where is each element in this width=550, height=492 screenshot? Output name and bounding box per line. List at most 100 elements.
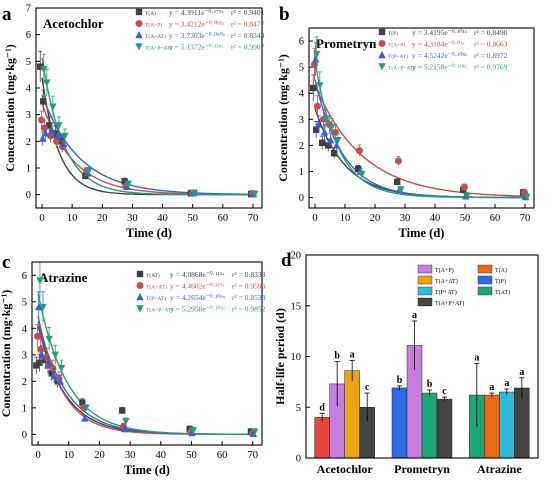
data-point-T(A)	[37, 63, 44, 70]
bar-T(A)	[314, 417, 330, 459]
plot-frame	[305, 254, 539, 459]
data-point-T(A+P+AT)	[82, 404, 90, 412]
legend-marker	[136, 305, 144, 313]
data-point-T(P+AT)	[311, 55, 320, 63]
y-tick-label: 7	[26, 4, 31, 15]
data-point-T(P+AT)	[320, 128, 329, 136]
y-tick-label: 20	[291, 251, 302, 262]
data-point-T(P)	[310, 84, 317, 92]
x-tick-label: 60	[217, 450, 228, 461]
y-tick-label: 4	[299, 89, 305, 100]
data-point-T(A+AT)	[123, 182, 131, 190]
data-point-T(P)	[394, 178, 401, 186]
legend-marker	[136, 270, 144, 278]
legend-equation: y = 4.2654e⁻⁰·¹⁰⁶ˣ	[170, 293, 226, 302]
data-point-T(A+P)	[37, 116, 45, 124]
data-point-T(P)	[331, 150, 338, 157]
data-point-T(A)	[121, 178, 128, 185]
legend-label: T(P+AT)	[146, 295, 166, 302]
legend-equation: y = 3.7303e⁻⁰·⁰⁸⁰ˣ	[169, 31, 226, 40]
data-point-T(A+P+AT)	[36, 277, 44, 285]
legend-label: T(A+P+AT)	[145, 45, 172, 52]
fit-curve-T(A+P+AT)	[41, 57, 253, 196]
fit-curve-T(A+AT)	[41, 94, 253, 195]
fit-curve-T(P+AT)	[37, 321, 253, 435]
data-point-T(A)	[52, 130, 59, 137]
legend-label: T(A+P)	[388, 42, 405, 49]
data-point-T(A+P)	[52, 137, 60, 145]
panel-letter: a	[2, 4, 12, 25]
y-tick-label: 10	[291, 352, 302, 363]
fit-curve-T(A+AT)	[37, 315, 253, 436]
data-point-T(A+P)	[46, 132, 54, 140]
data-point-T(AT)	[79, 399, 86, 406]
data-point-T(P+AT)	[314, 120, 323, 128]
legend-marker	[378, 63, 386, 71]
plot-frame	[308, 27, 535, 209]
fit-curve-T(A+P+AT)	[314, 61, 525, 199]
significance-letter: a	[489, 382, 494, 393]
x-tick-label: 70	[520, 213, 531, 224]
x-tick-label: 60	[490, 213, 501, 224]
x-tick-label: 20	[94, 450, 105, 461]
legend-label: T(P)	[388, 30, 398, 37]
data-point-T(A+P)	[40, 124, 48, 132]
data-point-T(A+P+AT)	[251, 190, 259, 199]
x-tick-label: 40	[430, 213, 441, 224]
legend-equation: y = 4.0868e⁻⁰·¹¹³ˣ	[170, 270, 225, 279]
legend-label: T(A+P+AT)	[388, 65, 415, 72]
x-tick-label: 20	[97, 213, 108, 224]
data-point-T(A+P)	[331, 128, 339, 136]
legend-label: T(A)	[495, 267, 507, 274]
y-tick-label: 3	[22, 350, 27, 361]
data-point-T(P+AT)	[38, 350, 46, 359]
data-point-T(P+AT)	[249, 429, 258, 438]
legend-label: T(P+AT)	[435, 289, 457, 296]
y-tick-label: 5	[22, 297, 27, 308]
data-point-T(A+P)	[310, 61, 318, 69]
legend-equation: y = 5.2958e⁻⁰·¹⁰⁵ˣ	[170, 305, 226, 314]
x-tick-label: 50	[460, 213, 471, 224]
legend-r2: r² = 0.8490	[474, 28, 508, 37]
legend-swatch	[417, 297, 433, 307]
legend-label: T(A+P)	[145, 22, 162, 29]
legend-equation: y = 4.5242e⁻⁰·¹⁰⁸ˣ	[412, 51, 468, 60]
panel-title: Acetochlor	[43, 16, 104, 31]
legend-marker	[135, 8, 143, 16]
legend-label: T(AT)	[146, 272, 160, 279]
data-point-T(P+AT)	[326, 136, 335, 144]
x-tick-label: 30	[127, 213, 138, 224]
y-tick-label: 6	[299, 37, 304, 48]
data-point-T(A)	[46, 122, 53, 129]
data-point-T(A+P+AT)	[85, 167, 93, 175]
significance-letter: a	[519, 367, 524, 378]
legend-label: T(A+P)	[435, 267, 454, 274]
x-axis-label: Time (d)	[124, 463, 170, 477]
data-point-T(A+P+AT)	[124, 180, 132, 188]
legend-label: T(A+AT)	[435, 278, 458, 285]
significance-letter: d	[319, 402, 325, 413]
data-point-T(A+P+AT)	[39, 303, 47, 312]
legend-label: T(A+P+AT)	[435, 300, 464, 307]
data-point-T(A+P+AT)	[61, 132, 69, 140]
x-tick-label: 30	[125, 450, 136, 461]
legend-r2: r² = 0.8663	[474, 40, 508, 49]
significance-letter: b	[334, 351, 340, 362]
data-point-T(AT)	[36, 359, 43, 366]
y-tick-label: 4	[22, 324, 28, 335]
x-tick-label: 10	[67, 213, 78, 224]
data-point-T(A+P+AT)	[51, 351, 59, 359]
y-tick-label: 2	[26, 137, 31, 148]
x-tick-label: 50	[186, 450, 197, 461]
bar-T(A+AT)	[344, 370, 360, 459]
panel-b: b Prometryn 0 10 20 30 40 50 60 70 0 1 2 3 4 5 6 Time (d)…	[276, 4, 535, 240]
legend-swatch	[417, 275, 433, 285]
y-axis-label: Concentration (mg·kg⁻¹)	[276, 54, 290, 182]
y-tick-label: 1	[22, 403, 27, 414]
bar-T(P)	[391, 387, 408, 459]
data-point-T(A+P+AT)	[45, 335, 53, 343]
data-point-T(A+P+AT)	[313, 50, 321, 59]
y-tick-label: 3	[26, 110, 31, 121]
fit-curve-T(P)	[314, 108, 525, 199]
